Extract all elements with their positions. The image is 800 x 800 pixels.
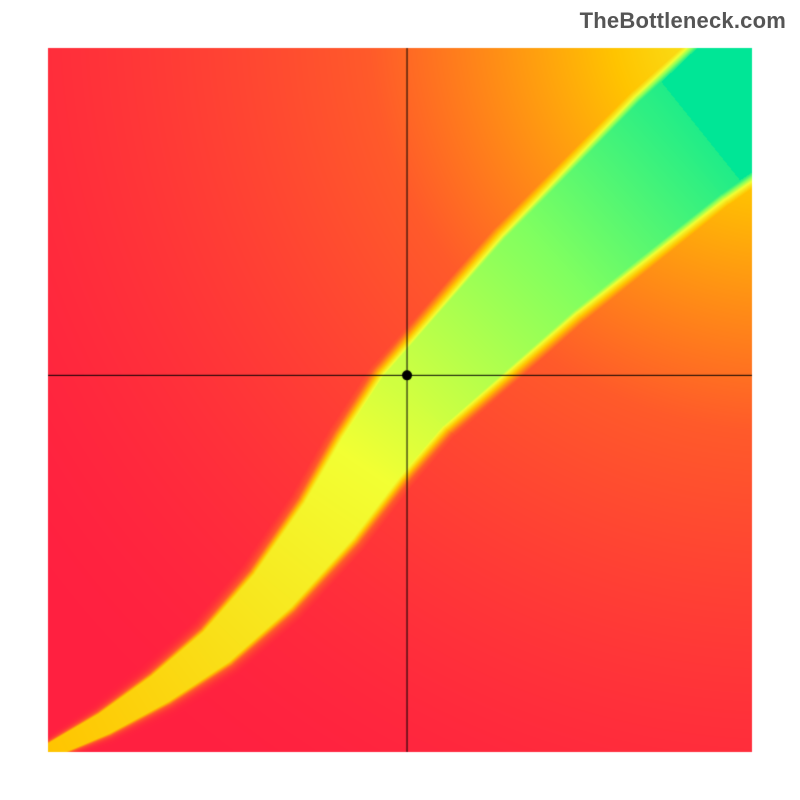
- chart-container: TheBottleneck.com: [0, 0, 800, 800]
- watermark-text: TheBottleneck.com: [580, 8, 786, 34]
- heatmap-canvas: [0, 0, 800, 800]
